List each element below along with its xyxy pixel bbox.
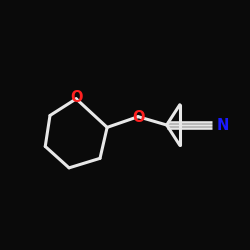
Text: O: O: [70, 90, 82, 105]
Text: N: N: [216, 118, 229, 132]
Text: O: O: [132, 110, 144, 125]
